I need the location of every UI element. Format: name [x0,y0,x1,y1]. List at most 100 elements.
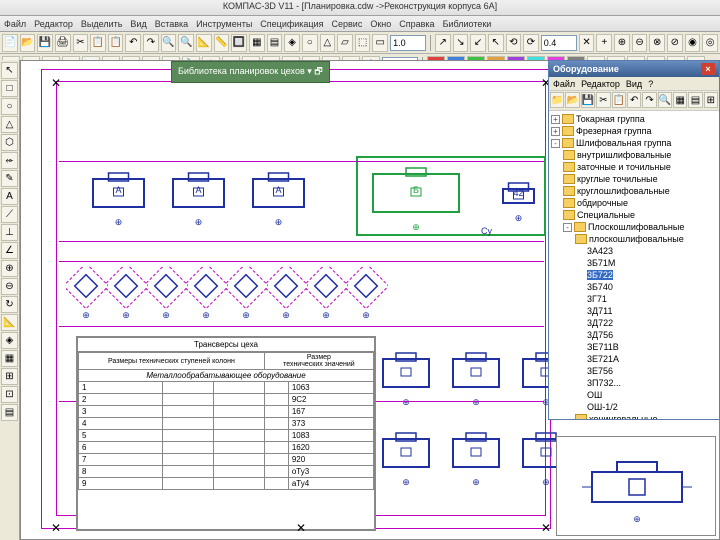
tree-item-25[interactable]: хонинговальные [551,413,717,419]
diamond-equipment[interactable]: ⊕ [266,266,308,326]
diamond-equipment[interactable]: ⊕ [66,266,108,326]
menu-справка[interactable]: Справка [399,19,434,29]
tree-item-3[interactable]: внутришлифовальные [551,149,717,161]
tree-item-23[interactable]: ОШ [551,389,717,401]
diamond-equipment[interactable]: ⊕ [306,266,348,326]
equipment-block[interactable]: А⊕ [91,171,146,231]
panel-tb-3[interactable]: ✂ [596,92,610,108]
tree-item-8[interactable]: Специальные [551,209,717,221]
tree-item-5[interactable]: круглые точильные [551,173,717,185]
menu-окно[interactable]: Окно [370,19,391,29]
left-tool-17[interactable]: ⊞ [1,368,18,385]
tree-item-10[interactable]: плоскошлифовальные [551,233,717,245]
tree-item-15[interactable]: 3Г71 [551,293,717,305]
left-tool-1[interactable]: □ [1,80,18,97]
diamond-equipment[interactable]: ⊕ [226,266,268,326]
panel-tb-5[interactable]: ↶ [627,92,641,108]
menu-файл[interactable]: Файл [4,19,26,29]
tree-item-0[interactable]: +Токарная группа [551,113,717,125]
menu-спецификация[interactable]: Спецификация [260,19,323,29]
tree-item-24[interactable]: ОШ-1/2 [551,401,717,413]
tree-item-19[interactable]: ЗЕ711В [551,341,717,353]
tb1-btn-0[interactable]: 📄 [2,34,18,52]
equipment-block[interactable]: ⊕ [451,431,501,491]
left-tool-18[interactable]: ⊡ [1,386,18,403]
tb1-btn-c2[interactable]: ⊕ [614,34,630,52]
panel-menu-?[interactable]: ? [648,79,653,89]
tb1-btn-14[interactable]: ▦ [249,34,265,52]
diamond-equipment[interactable]: ⊕ [346,266,388,326]
tree-item-21[interactable]: 3Е756 [551,365,717,377]
left-tool-8[interactable]: ⟋ [1,206,18,223]
tb1-btn-b2[interactable]: ↙ [470,34,486,52]
val-input[interactable] [541,35,577,51]
tb1-btn-c0[interactable]: ✕ [579,34,595,52]
tb1-btn-b5[interactable]: ⟳ [523,34,539,52]
tb1-btn-18[interactable]: △ [320,34,336,52]
tree-item-16[interactable]: 3Д711 [551,305,717,317]
menu-инструменты[interactable]: Инструменты [196,19,252,29]
tree-item-17[interactable]: 3Д722 [551,317,717,329]
tree-item-6[interactable]: круглошлифовальные [551,185,717,197]
tree-item-13[interactable]: 3Б722 [551,269,717,281]
tree-item-7[interactable]: обдирочные [551,197,717,209]
expand-icon[interactable]: - [551,139,560,148]
tb1-btn-10[interactable]: 🔍 [178,34,194,52]
panel-tb-10[interactable]: ⊞ [704,92,718,108]
tree-item-14[interactable]: 3Б740 [551,281,717,293]
left-tool-0[interactable]: ↖ [1,62,18,79]
tb1-btn-b4[interactable]: ⟲ [506,34,522,52]
tb1-btn-9[interactable]: 🔍 [161,34,177,52]
left-tool-7[interactable]: A [1,188,18,205]
left-tool-5[interactable]: ⬰ [1,152,18,169]
diamond-equipment[interactable]: ⊕ [186,266,228,326]
scale-input[interactable] [390,35,426,51]
tree-item-18[interactable]: 3Д756 [551,329,717,341]
left-tool-10[interactable]: ∠ [1,242,18,259]
left-tool-13[interactable]: ↻ [1,296,18,313]
tb1-btn-c3[interactable]: ⊖ [632,34,648,52]
panel-tb-2[interactable]: 💾 [581,92,595,108]
tb1-btn-12[interactable]: 📏 [214,34,230,52]
menu-вид[interactable]: Вид [130,19,146,29]
tree-item-2[interactable]: -Шлифовальная группа [551,137,717,149]
tb1-btn-7[interactable]: ↶ [125,34,141,52]
diamond-equipment[interactable]: ⊕ [106,266,148,326]
left-tool-19[interactable]: ▤ [1,404,18,421]
panel-tb-7[interactable]: 🔍 [658,92,672,108]
panel-tb-9[interactable]: ▤ [688,92,702,108]
panel-tb-0[interactable]: 📁 [550,92,564,108]
left-tool-2[interactable]: ○ [1,98,18,115]
tb1-btn-17[interactable]: ○ [302,34,318,52]
panel-tb-4[interactable]: 📋 [612,92,626,108]
panel-tb-6[interactable]: ↷ [642,92,656,108]
panel-tb-8[interactable]: ▦ [673,92,687,108]
panel-menu-Файл[interactable]: Файл [553,79,575,89]
expand-icon[interactable]: - [563,223,572,232]
tb1-btn-19[interactable]: ▱ [337,34,353,52]
specification-table[interactable]: Трансверсы цехаРазмеры технических ступе… [76,336,376,531]
tb1-btn-13[interactable]: 🔲 [231,34,247,52]
expand-icon[interactable]: + [551,127,560,136]
equipment-block[interactable]: А⊕ [171,171,226,231]
tb1-btn-2[interactable]: 💾 [37,34,53,52]
panel-menu-Вид[interactable]: Вид [626,79,642,89]
equipment-block[interactable]: ⊕ [451,351,501,411]
menu-сервис[interactable]: Сервис [332,19,363,29]
diamond-equipment[interactable]: ⊕ [146,266,188,326]
tb1-btn-20[interactable]: ⬚ [355,34,371,52]
tree-item-11[interactable]: 3А423 [551,245,717,257]
close-icon[interactable]: × [701,63,715,75]
left-tool-6[interactable]: ✎ [1,170,18,187]
tb1-btn-6[interactable]: 📋 [108,34,124,52]
tree-item-22[interactable]: 3П732... [551,377,717,389]
tree-item-1[interactable]: +Фрезерная группа [551,125,717,137]
tb1-btn-b1[interactable]: ↘ [453,34,469,52]
equipment-block[interactable]: ⊕ [381,351,431,411]
tb1-btn-1[interactable]: 📂 [20,34,36,52]
tree-item-12[interactable]: 3Б71М [551,257,717,269]
left-tool-16[interactable]: ▦ [1,350,18,367]
panel-tb-1[interactable]: 📂 [565,92,579,108]
tb1-btn-8[interactable]: ↷ [143,34,159,52]
tree-item-9[interactable]: -Плоскошлифовальные [551,221,717,233]
